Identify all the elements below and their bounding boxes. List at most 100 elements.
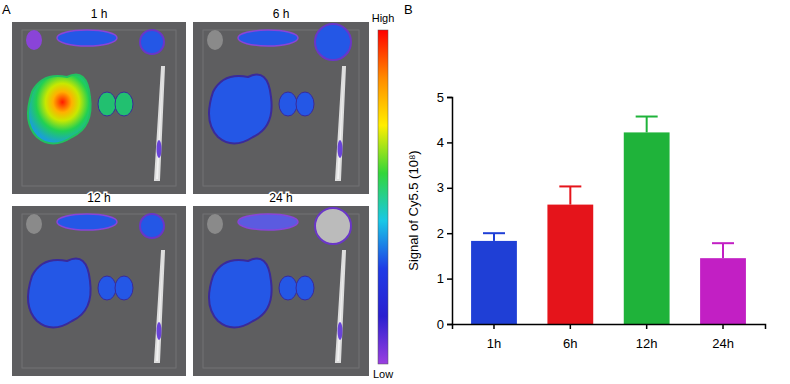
y-tick-mark	[447, 142, 452, 144]
bar	[700, 258, 746, 324]
y-tick-label: 1	[437, 271, 444, 286]
organ-bone	[336, 251, 345, 362]
x-tick: 24h	[712, 324, 734, 351]
y-tick-mark	[447, 233, 452, 235]
bar	[624, 132, 670, 324]
error-cap	[559, 185, 581, 187]
organ-bone	[155, 251, 164, 362]
organ-tumor	[315, 24, 351, 60]
y-tick: 5	[437, 90, 452, 105]
organ-bone	[155, 67, 164, 180]
error-line	[493, 233, 495, 241]
y-tick: 3	[437, 180, 452, 195]
organ-lung	[238, 214, 298, 230]
error-line	[569, 186, 571, 204]
bone-signal	[157, 140, 162, 158]
organ-kidney	[279, 276, 297, 300]
x-tick: 6h	[563, 324, 577, 351]
organ-kidney	[115, 92, 133, 116]
organ-lung	[57, 30, 117, 46]
x-tick-label: 6h	[563, 336, 577, 351]
image-background	[193, 206, 369, 376]
colorbar-label: Low	[373, 368, 393, 380]
organ-lung	[238, 30, 298, 46]
organ-tumor	[315, 208, 351, 244]
organ-kidney	[296, 276, 314, 300]
colorbar-label: High	[372, 12, 395, 24]
y-tick-mark	[447, 188, 452, 190]
y-tick: 4	[437, 135, 452, 150]
panel-label: B	[404, 2, 413, 17]
x-tick-mark	[493, 324, 495, 329]
y-tick-mark	[447, 324, 452, 326]
y-tick-mark	[447, 278, 452, 280]
y-axis: 0 1 2 3 4 5	[437, 90, 453, 332]
x-tick: 12h	[636, 324, 658, 351]
image-title: 6 h	[273, 7, 290, 21]
x-tick-mark	[722, 324, 724, 329]
bone-signal	[338, 140, 343, 158]
x-tick: 1h	[487, 324, 501, 351]
image-title: 1 h	[91, 7, 108, 21]
x-tick-label: 24h	[712, 336, 734, 351]
bone-signal	[338, 322, 343, 340]
organ-lung	[57, 214, 117, 230]
y-tick-label: 4	[437, 135, 444, 150]
image-frame	[22, 214, 176, 368]
error-cap	[636, 116, 658, 118]
y-tick: 1	[437, 271, 452, 286]
y-tick-label: 3	[437, 180, 444, 195]
x-axis: 1h 6h 12h 24h	[453, 324, 766, 351]
error-line	[646, 117, 648, 133]
x-tick-label: 12h	[636, 336, 658, 351]
x-tick-mark	[570, 324, 572, 329]
organ-bone	[336, 67, 345, 180]
image-background	[12, 22, 186, 194]
error-line	[722, 243, 724, 258]
organ-image	[12, 22, 186, 194]
y-axis-line	[447, 98, 453, 325]
image-title: 24 h	[269, 191, 292, 205]
bar	[471, 241, 517, 324]
organ-heart	[207, 30, 223, 50]
error-bar	[483, 233, 505, 241]
error-bar	[712, 243, 734, 258]
organ-liver	[28, 259, 91, 328]
organ-kidney	[279, 92, 297, 116]
image-background	[193, 22, 369, 194]
organ-tumor	[140, 30, 164, 54]
image-title: 12 h	[87, 191, 110, 205]
organ-liver	[209, 259, 272, 328]
organ-heart	[26, 30, 42, 50]
organ-liver	[209, 75, 272, 144]
error-bar	[636, 117, 658, 133]
organ-image	[12, 206, 186, 376]
organ-kidney	[296, 92, 314, 116]
panel-label: A	[2, 2, 11, 17]
error-cap	[483, 232, 505, 234]
y-axis-title: Signal of Cy5.5 (10⁸)	[406, 150, 421, 270]
y-tick: 0	[437, 317, 452, 332]
x-axis-line	[453, 325, 766, 330]
organ-image	[193, 22, 369, 194]
y-tick-mark	[447, 97, 452, 99]
x-tick-mark	[646, 324, 648, 329]
image-background	[12, 206, 186, 376]
colorbar	[378, 30, 388, 364]
bars	[471, 117, 746, 324]
x-tick-label: 1h	[487, 336, 501, 351]
organ-image	[193, 206, 369, 376]
organ-kidney	[98, 276, 116, 300]
organ-kidney	[98, 92, 116, 116]
bar	[547, 205, 593, 324]
error-bar	[559, 186, 581, 204]
organ-kidney	[115, 276, 133, 300]
organ-heart	[207, 214, 223, 234]
y-tick-label: 0	[437, 317, 444, 332]
organ-heart	[26, 214, 42, 234]
bone-signal	[157, 322, 162, 340]
y-tick: 2	[437, 226, 452, 241]
organ-liver	[28, 75, 91, 144]
y-tick-label: 2	[437, 226, 444, 241]
error-cap	[712, 242, 734, 244]
